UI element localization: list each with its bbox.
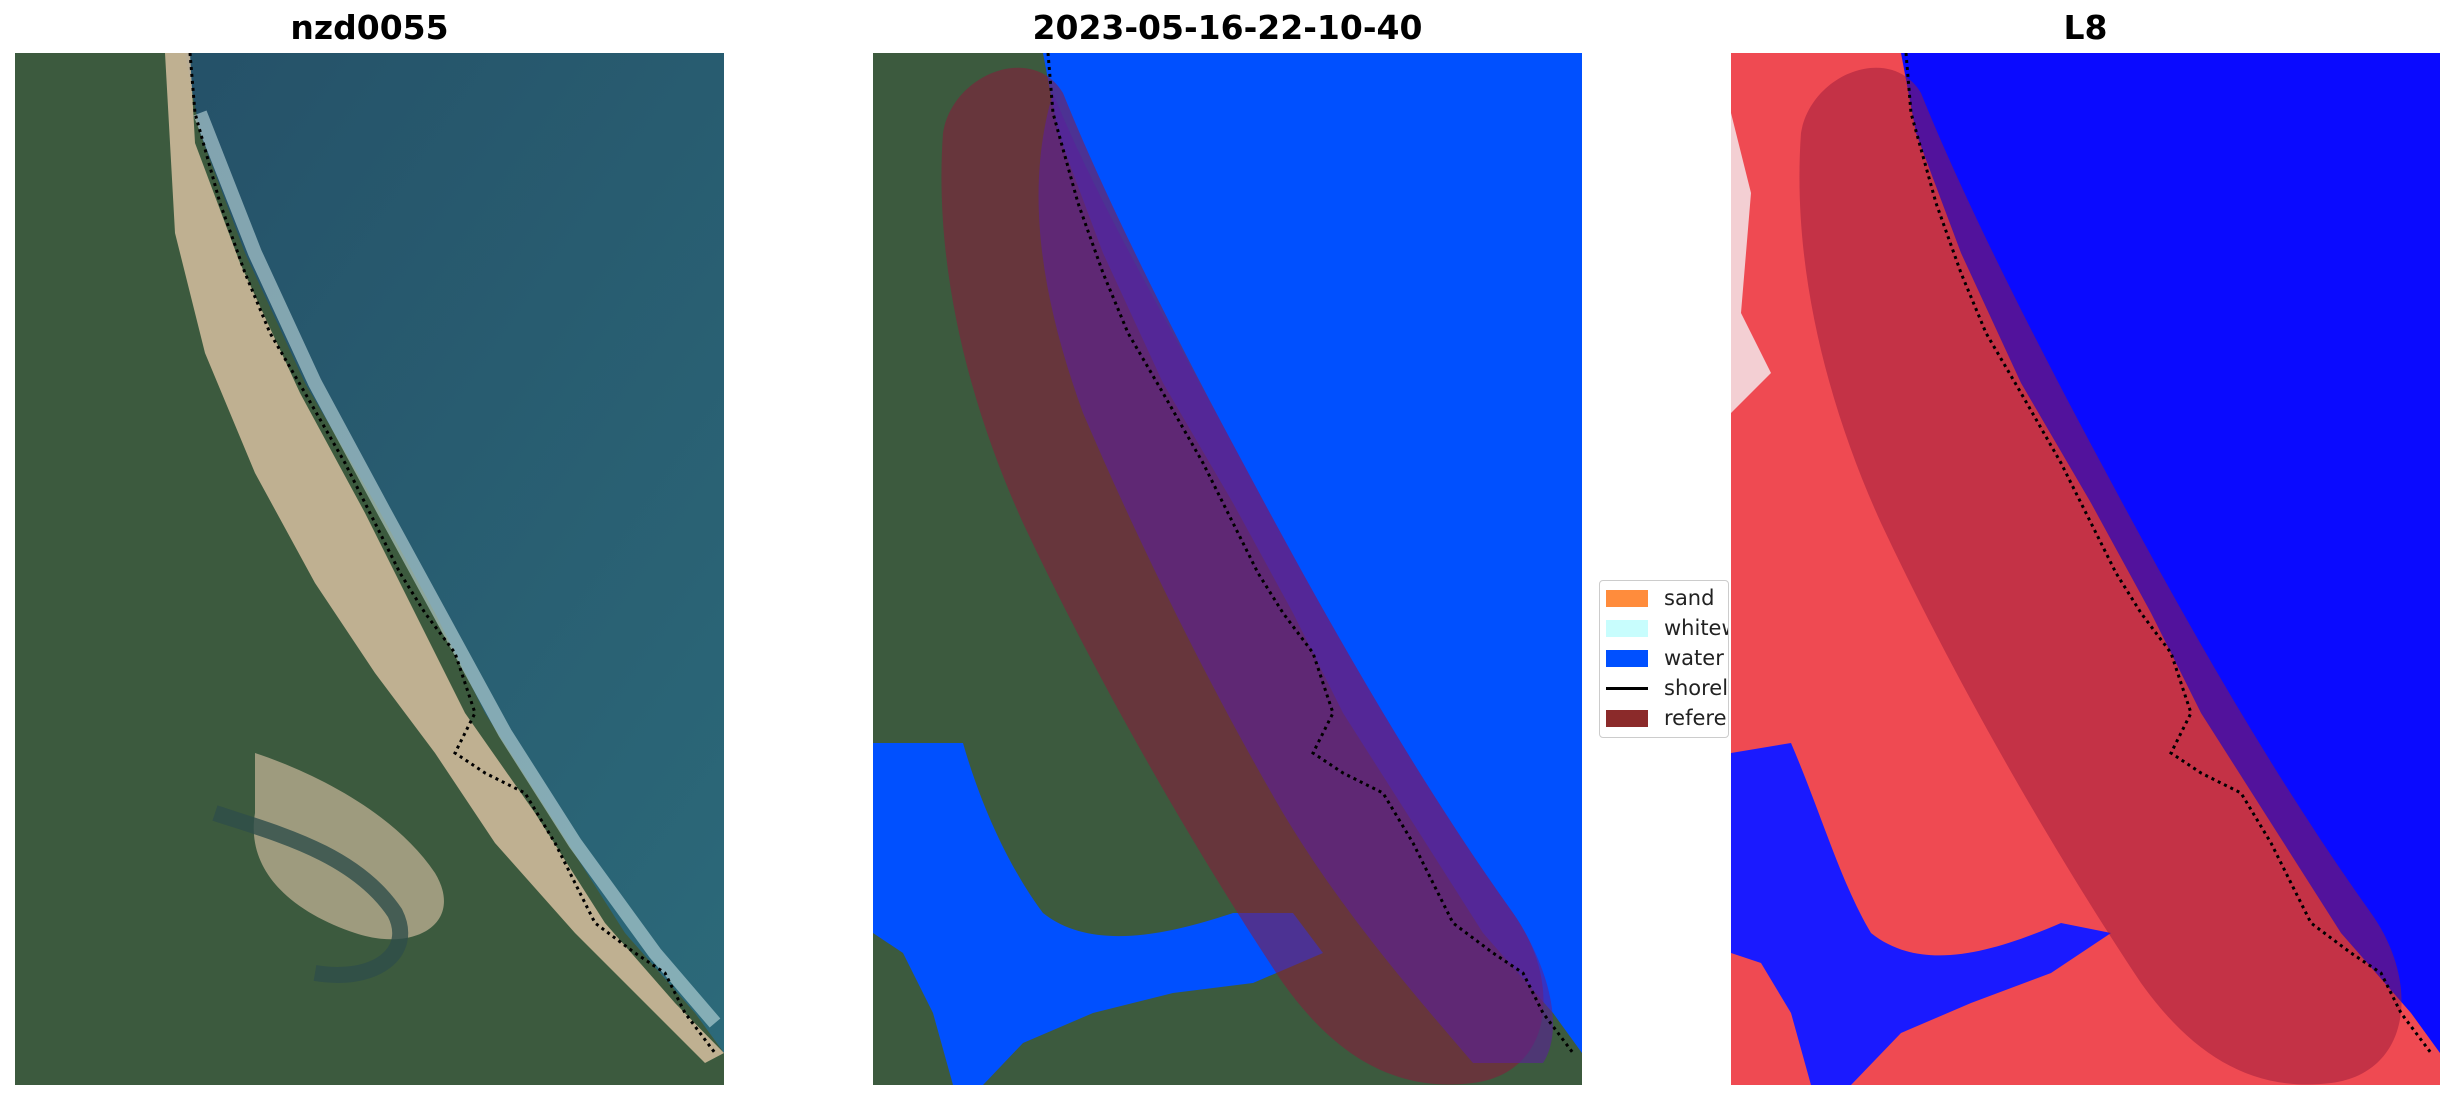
shoreline-line-swatch [1606,686,1648,690]
legend-label-shoreline: shoreline [1664,676,1729,700]
index-image [1731,53,2440,1085]
reference-shoreline-buffer [1799,67,2402,1085]
panel-title-classification: 2023-05-16-22-10-40 [1032,8,1423,47]
river-channel [212,805,409,983]
rgb-satellite-image [15,53,724,1085]
panel-title-image: nzd0055 [290,8,449,47]
river-water-class [873,743,1323,1085]
rgb-image-panel [15,53,724,1085]
sand-swatch [1606,589,1648,607]
legend-label-sand: sand [1664,586,1715,610]
legend-label-reference: reference shoreline buffer [1664,706,1728,730]
legend-label-water: water [1664,646,1724,670]
legend-item-shoreline: shoreline [1606,675,1729,701]
whitewater-swatch [1606,619,1648,637]
legend-item-sand: sand [1606,585,1714,611]
buffer-water-overlap [1038,93,1553,1063]
water-swatch [1606,649,1648,667]
index-panel [1731,53,2440,1085]
legend-item-reference: reference shoreline buffer [1606,705,1728,731]
classification-panel [873,53,1582,1085]
panel-title-index: L8 [2063,8,2108,47]
estuary-sand [253,753,444,940]
low-index-patch [1731,113,1771,413]
river-negative-index [1731,743,2111,1085]
surf-zone [193,110,721,1028]
reference-swatch [1606,709,1648,727]
legend-item-water: water [1606,645,1724,671]
classification-image [873,53,1582,1085]
